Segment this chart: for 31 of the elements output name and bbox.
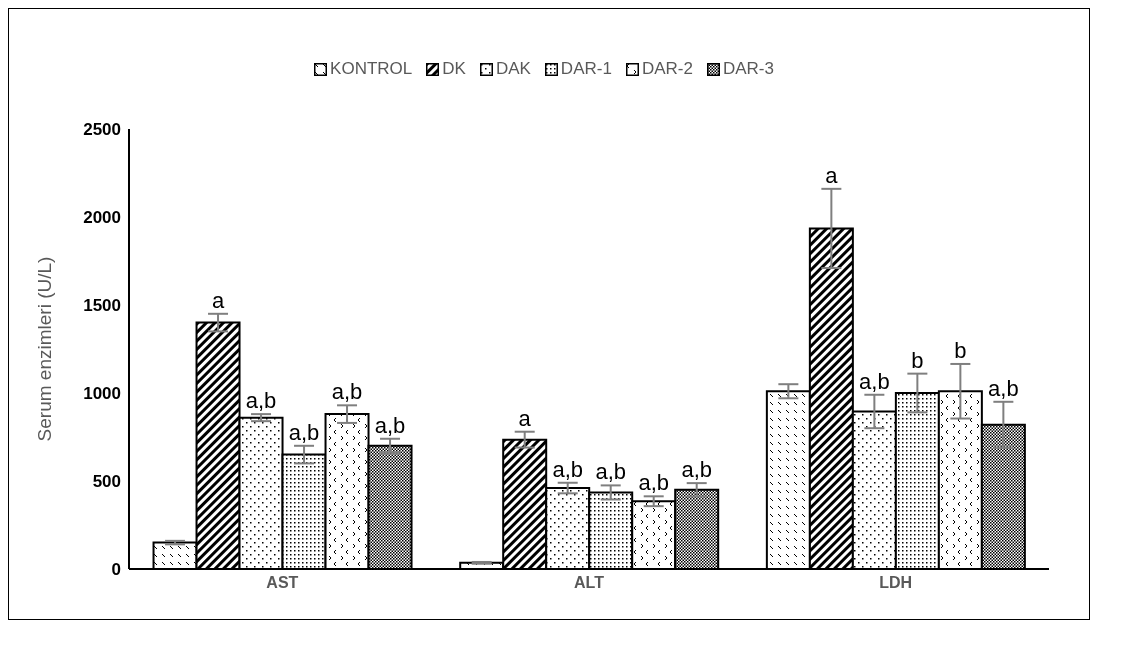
data-label: a — [518, 405, 532, 431]
x-tick-label: LDH — [879, 574, 913, 592]
legend-label: DAR-3 — [722, 59, 774, 79]
data-label: a,b — [988, 375, 1019, 401]
y-tick-label: 2500 — [83, 120, 121, 140]
data-label: b — [954, 337, 967, 363]
data-label: a,b — [681, 457, 712, 483]
y-axis-title: Serum enzimleri (U/L) — [33, 256, 55, 442]
legend-label: DAR-1 — [560, 59, 612, 79]
data-label: a,b — [331, 379, 363, 405]
y-tick-label: 0 — [111, 560, 121, 580]
legend-label: DAR-2 — [641, 59, 693, 79]
y-tick-label: 1000 — [83, 384, 121, 404]
data-label: b — [911, 347, 924, 373]
x-tick-label: AST — [266, 574, 299, 592]
data-label: a,b — [288, 419, 320, 445]
legend-label: DAK — [495, 59, 531, 79]
data-label: a,b — [245, 388, 277, 414]
data-label: a — [211, 287, 225, 313]
y-tick-label: 500 — [92, 472, 121, 492]
data-label: a,b — [859, 368, 890, 394]
data-label: a — [825, 162, 839, 188]
legend-label: DK — [442, 59, 466, 79]
data-label: a,b — [374, 412, 406, 438]
y-tick-label: 1500 — [83, 296, 121, 316]
data-label: a,b — [595, 459, 626, 485]
y-tick-label: 2000 — [83, 208, 121, 228]
data-label: a,b — [638, 470, 669, 496]
data-label: a,b — [552, 456, 583, 482]
legend-label: KONTROL — [330, 59, 413, 79]
x-tick-label: ALT — [574, 574, 605, 592]
